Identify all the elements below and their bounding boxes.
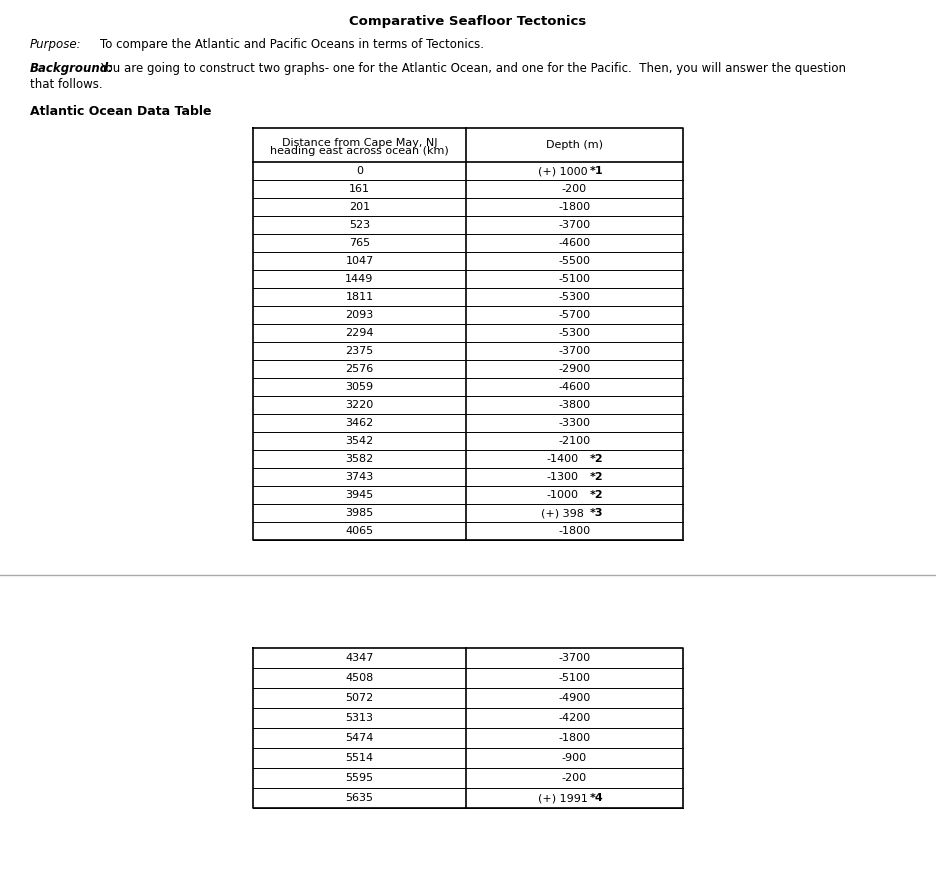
Text: (+) 1000: (+) 1000: [537, 166, 587, 176]
Text: *2: *2: [590, 490, 604, 500]
Text: -3800: -3800: [559, 400, 591, 410]
Text: Depth (m): Depth (m): [546, 140, 603, 150]
Text: 2576: 2576: [345, 364, 373, 374]
Text: -200: -200: [562, 773, 587, 783]
Text: -1400: -1400: [547, 454, 578, 464]
Text: -4200: -4200: [559, 713, 591, 723]
Text: -4600: -4600: [559, 238, 591, 248]
Text: -5700: -5700: [559, 310, 591, 320]
Text: heading east across ocean (km): heading east across ocean (km): [271, 146, 449, 156]
Text: -200: -200: [562, 184, 587, 194]
Text: 0: 0: [356, 166, 363, 176]
Text: 5635: 5635: [345, 793, 373, 803]
Text: -2900: -2900: [559, 364, 591, 374]
Text: Purpose:: Purpose:: [30, 38, 81, 51]
Text: -4600: -4600: [559, 382, 591, 392]
Text: -1300: -1300: [547, 472, 578, 482]
Text: 3059: 3059: [345, 382, 373, 392]
Text: 3945: 3945: [345, 490, 373, 500]
Text: 2294: 2294: [345, 328, 373, 338]
Text: 1811: 1811: [345, 292, 373, 302]
Text: *2: *2: [590, 454, 604, 464]
Text: 2375: 2375: [345, 346, 373, 356]
Text: -1000: -1000: [547, 490, 578, 500]
Text: -5500: -5500: [559, 256, 591, 266]
Text: 3582: 3582: [345, 454, 373, 464]
Text: -1800: -1800: [559, 733, 591, 743]
Text: 5595: 5595: [345, 773, 373, 783]
Text: -3700: -3700: [559, 653, 591, 663]
Text: 3542: 3542: [345, 436, 373, 446]
Text: Background:: Background:: [30, 62, 114, 75]
Text: 4347: 4347: [345, 653, 373, 663]
Text: 3220: 3220: [345, 400, 373, 410]
Text: 161: 161: [349, 184, 370, 194]
Text: (+) 398: (+) 398: [541, 508, 584, 518]
Text: 4065: 4065: [345, 526, 373, 536]
Text: Atlantic Ocean Data Table: Atlantic Ocean Data Table: [30, 105, 212, 118]
Text: 3743: 3743: [345, 472, 373, 482]
Text: 201: 201: [349, 202, 370, 212]
Text: -1800: -1800: [559, 526, 591, 536]
Text: -4900: -4900: [559, 693, 591, 703]
Text: that follows.: that follows.: [30, 78, 103, 91]
Text: 2093: 2093: [345, 310, 373, 320]
Text: 523: 523: [349, 220, 370, 230]
Text: 765: 765: [349, 238, 370, 248]
Text: -3700: -3700: [559, 220, 591, 230]
Text: 4508: 4508: [345, 673, 373, 683]
Text: *2: *2: [590, 472, 604, 482]
Text: Distance from Cape May, NJ: Distance from Cape May, NJ: [282, 138, 437, 148]
Text: 5072: 5072: [345, 693, 373, 703]
Text: 5474: 5474: [345, 733, 373, 743]
Text: -5300: -5300: [559, 292, 591, 302]
Text: -2100: -2100: [559, 436, 591, 446]
Text: 1449: 1449: [345, 274, 373, 284]
Text: 3462: 3462: [345, 418, 373, 428]
Text: To compare the Atlantic and Pacific Oceans in terms of Tectonics.: To compare the Atlantic and Pacific Ocea…: [100, 38, 484, 51]
Text: 3985: 3985: [345, 508, 373, 518]
Text: *1: *1: [590, 166, 604, 176]
Text: -5100: -5100: [559, 673, 591, 683]
Text: -900: -900: [562, 753, 587, 763]
Text: (+) 1991: (+) 1991: [537, 793, 588, 803]
Text: You are going to construct two graphs- one for the Atlantic Ocean, and one for t: You are going to construct two graphs- o…: [100, 62, 846, 75]
Text: 1047: 1047: [345, 256, 373, 266]
Text: -1800: -1800: [559, 202, 591, 212]
Text: -5300: -5300: [559, 328, 591, 338]
Text: 5313: 5313: [345, 713, 373, 723]
Text: -5100: -5100: [559, 274, 591, 284]
Text: 5514: 5514: [345, 753, 373, 763]
Text: -3300: -3300: [559, 418, 591, 428]
Text: Comparative Seafloor Tectonics: Comparative Seafloor Tectonics: [349, 15, 587, 28]
Text: -3700: -3700: [559, 346, 591, 356]
Text: *4: *4: [590, 793, 604, 803]
Text: *3: *3: [590, 508, 603, 518]
